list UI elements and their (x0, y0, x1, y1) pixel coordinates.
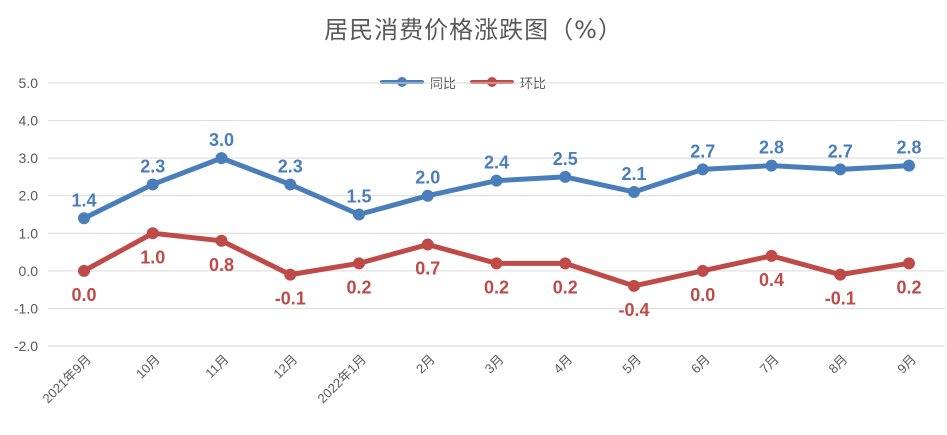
data-point (834, 268, 847, 281)
legend-item-yoy: 同比 (380, 73, 456, 92)
data-label: 1.4 (71, 190, 96, 210)
data-point (765, 159, 778, 172)
data-label: 2.7 (828, 141, 853, 161)
data-label: 2.8 (759, 138, 784, 158)
data-label: 0.0 (71, 285, 96, 305)
data-point (215, 234, 228, 247)
data-label: 1.5 (346, 187, 371, 207)
data-point (421, 238, 434, 251)
data-point (834, 163, 847, 176)
legend-swatch-mom (470, 76, 515, 88)
data-label: 0.2 (346, 277, 371, 297)
x-tick-label: 9月 (894, 352, 919, 377)
y-tick-label: 3.0 (19, 150, 39, 166)
y-tick-label: -1.0 (14, 300, 38, 316)
data-point (628, 279, 640, 292)
data-label: -0.4 (618, 300, 649, 320)
data-point (765, 249, 778, 262)
data-point (78, 212, 90, 225)
legend-item-mom: 环比 (470, 73, 546, 92)
data-point (421, 189, 434, 202)
data-point (284, 178, 297, 191)
data-point (215, 152, 228, 165)
y-tick-label: -2.0 (14, 338, 38, 354)
chart-title: 居民消费价格涨跌图（%） (324, 16, 623, 44)
x-tick-label: 2021年9月 (40, 352, 95, 407)
y-tick-label: 5.0 (19, 75, 39, 91)
data-label: 2.1 (621, 164, 646, 184)
y-tick-label: 2.0 (19, 188, 39, 204)
legend: 同比 环比 (380, 72, 546, 92)
data-point (284, 268, 297, 281)
data-label: 2.8 (896, 138, 921, 158)
data-label: 0.4 (759, 270, 784, 290)
data-label: 2.7 (690, 141, 715, 161)
data-point (559, 170, 572, 183)
data-label: 3.0 (209, 130, 234, 150)
data-point (353, 208, 365, 221)
x-tick-label: 7月 (757, 352, 782, 377)
data-point (696, 264, 709, 277)
x-tick-label: 2022年1月 (315, 352, 370, 407)
data-label: -0.1 (275, 289, 306, 309)
data-label: 1.0 (140, 247, 165, 267)
data-label: -0.1 (825, 289, 856, 309)
data-point (146, 227, 159, 240)
data-label: 0.2 (553, 277, 578, 297)
data-label: 0.0 (690, 285, 715, 305)
data-label: 2.0 (415, 168, 440, 188)
data-label: 2.5 (553, 149, 578, 169)
data-point (146, 178, 159, 191)
data-label: 0.7 (415, 259, 440, 279)
legend-swatch-yoy (380, 76, 424, 88)
data-label: 0.2 (484, 277, 509, 297)
x-tick-label: 11月 (202, 352, 231, 381)
data-label: 2.3 (278, 156, 303, 176)
data-label: 2.4 (484, 153, 509, 173)
data-label: 0.2 (896, 277, 921, 297)
data-point (78, 264, 90, 277)
data-label: 0.8 (209, 255, 234, 275)
data-point (903, 257, 915, 270)
data-point (559, 257, 572, 270)
y-tick-label: 1.0 (19, 225, 39, 241)
data-point (490, 257, 503, 270)
legend-label-mom: 环比 (520, 76, 547, 92)
data-label: 2.3 (140, 156, 165, 176)
x-tick-label: 8月 (825, 352, 850, 377)
data-point (903, 159, 915, 172)
data-point (353, 257, 365, 270)
data-point (696, 163, 709, 176)
x-tick-label: 2月 (413, 352, 438, 377)
x-tick-label: 6月 (688, 352, 713, 377)
x-tick-label: 3月 (482, 352, 507, 377)
x-tick-label: 5月 (619, 352, 644, 377)
x-tick-label: 4月 (550, 352, 575, 377)
y-tick-label: 4.0 (19, 113, 39, 129)
data-point (490, 174, 503, 187)
y-tick-label: 0.0 (19, 263, 39, 279)
legend-label-yoy: 同比 (430, 76, 457, 92)
data-point (628, 185, 640, 198)
x-tick-label: 12月 (270, 352, 300, 382)
x-tick-label: 10月 (133, 352, 163, 382)
